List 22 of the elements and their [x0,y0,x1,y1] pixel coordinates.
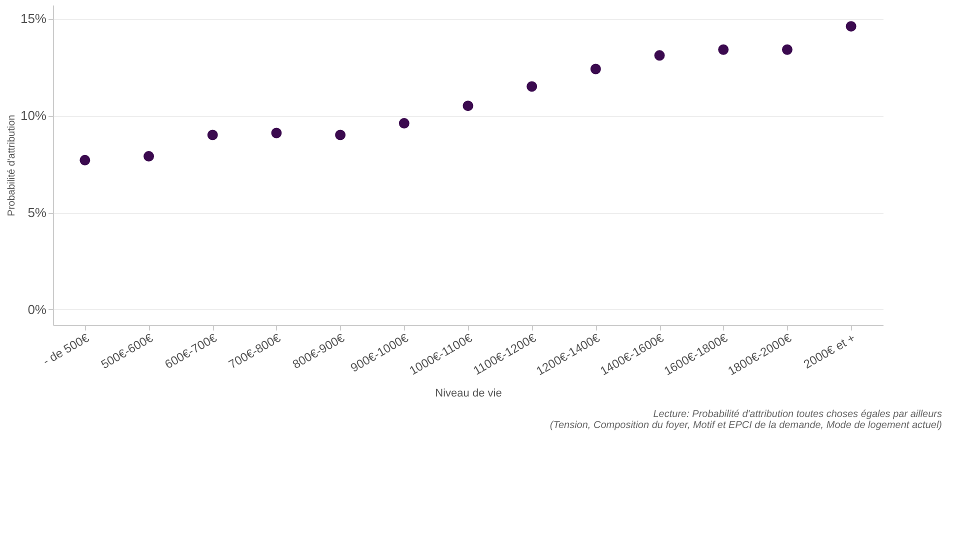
x-tick-label: - de 500€ [40,330,92,368]
y-tick-label: 15% [20,11,47,26]
point [462,100,474,112]
point [80,154,90,166]
point [207,130,218,140]
y-tick-label: 0% [28,302,47,317]
y-tick-label: 10% [20,108,47,124]
point [846,21,856,32]
point [335,130,346,140]
point [271,128,282,138]
y-axis-title: Probabilité d'attribution [6,114,18,216]
point [144,151,154,162]
point [398,118,410,129]
point [718,44,729,55]
point [654,50,665,61]
text: Lecture: Probabilité d'attribution toutes choses égales par ailleurs [652,409,942,420]
x-axis-title: Niveau de vie [435,387,502,400]
point [590,64,601,74]
y-tick-label: 5% [28,205,47,220]
point [782,44,792,55]
point [526,81,538,92]
text: (Tension, Composition du foyer, Motif et EPCI de la demande, Mode de logement actuel) [548,420,942,431]
